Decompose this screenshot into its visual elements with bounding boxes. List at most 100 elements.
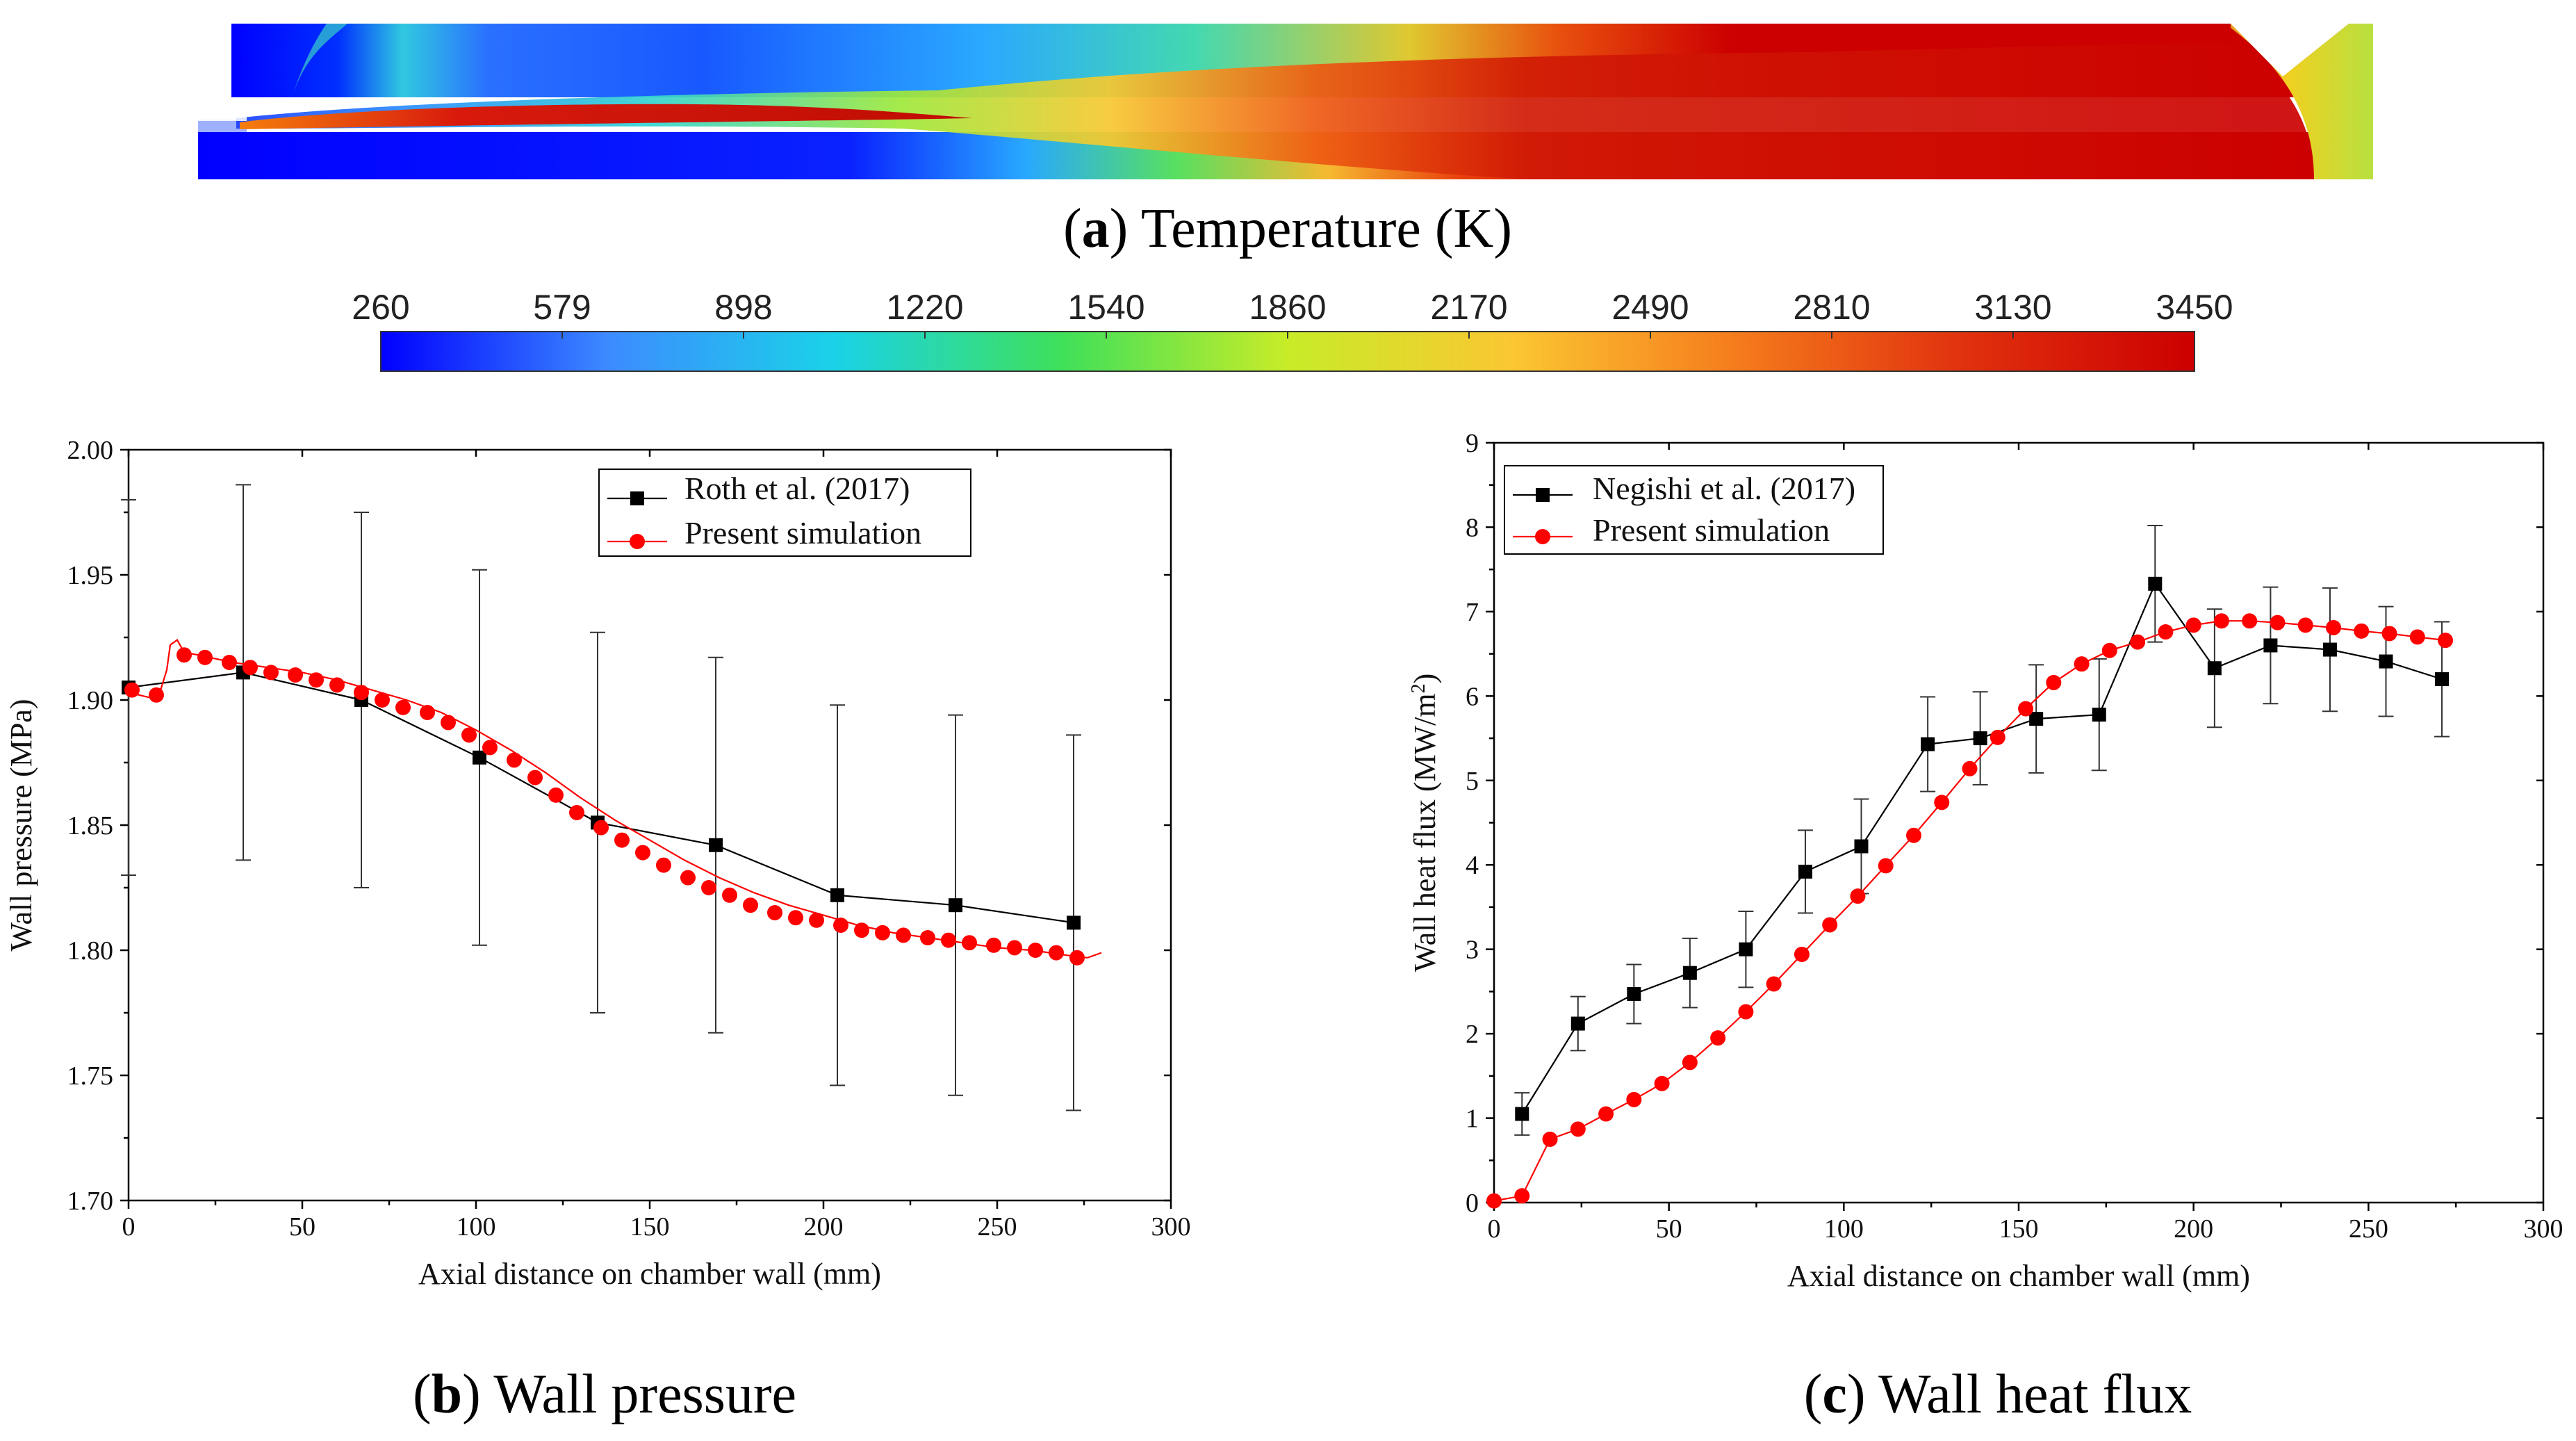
circle-marker [941,932,956,948]
series-line [1493,620,2446,1202]
circle-marker [309,672,324,688]
circle-marker [635,845,650,861]
plot-frame [127,448,1172,1202]
colorbar-tick-label: 1220 [886,288,963,327]
y-tick-label: 2 [1466,1020,1479,1049]
y-tick-label: 1.70 [67,1187,114,1216]
legend-roth: Roth et al. (2017) [684,471,910,506]
circle-marker [2046,674,2062,690]
square-marker [1739,942,1753,956]
colorbar-tick-label: 2810 [1793,288,1870,327]
series-experiment [121,484,1081,1112]
circle-marker [2018,701,2034,717]
colorbar-tick-label: 3130 [1974,288,2051,327]
square-marker [2379,654,2393,669]
x-tick-label: 150 [1999,1214,2039,1244]
square-marker [1067,915,1081,930]
circle-marker [1486,1193,1502,1209]
x-tick-label: 50 [289,1212,315,1241]
circle-marker [809,912,824,928]
circle-marker [482,740,498,756]
colorbar-tick-label: 1540 [1067,288,1145,327]
circle-marker [986,937,1001,953]
circle-marker [263,665,279,681]
square-marker [2322,642,2337,657]
wall-pressure-chart: 0 50 100 150 200 250 300 1.70 1.75 1.80 1.85 1.90 1.… [4,436,1191,1291]
series-experiment [1514,525,2450,1136]
y-tick-label: 3 [1466,936,1479,965]
circle-marker [354,685,369,701]
y-tick-label: 1.75 [67,1061,114,1091]
square-marker [2263,638,2278,653]
y-tick-label: 0 [1466,1189,1479,1218]
circle-marker [1990,729,2005,745]
circle-marker [243,660,258,676]
y-tick-label: 1.95 [67,561,114,590]
circle-marker [2270,614,2286,630]
circle-marker [1794,946,1810,962]
circle-marker [329,677,345,693]
colorbar-tick-label: 2170 [1430,288,1507,327]
circle-marker [2381,626,2397,642]
circle-marker [962,935,977,951]
circle-marker [2242,613,2258,629]
square-marker [1973,731,1987,746]
x-tick-label: 100 [1824,1214,1864,1244]
circle-marker [1626,1091,1642,1107]
circle-marker [833,918,848,933]
panel-c-caption: (c) Wall heat flux [1804,1364,2192,1425]
square-marker [1798,864,1812,879]
x-tick-label: 300 [2524,1214,2563,1244]
circle-marker [375,692,390,708]
square-marker [1515,1107,1529,1121]
circle-marker [124,682,140,698]
x-tick-label: 200 [804,1212,844,1241]
x-tick-label: 150 [630,1212,670,1241]
circle-marker [1738,1004,1754,1020]
legend-circle-marker [630,534,645,549]
y-tick-label: 4 [1466,851,1479,880]
circle-marker [896,927,911,943]
x-tick-label: 300 [1151,1212,1191,1241]
circle-marker [1069,950,1085,966]
legend-box [1504,465,1884,555]
x-tick-label: 250 [2349,1214,2388,1244]
circle-marker [1934,795,1950,811]
y-tick-label: 6 [1466,682,1479,711]
y-tick-label: 5 [1466,767,1479,796]
legend-negishi: Negishi et al. (2017) [1593,471,1855,506]
circle-marker [1598,1106,1614,1122]
square-marker [949,898,962,913]
circle-marker [1906,827,1921,843]
y-axis-title: Wall heat flux (MW/m2) [1408,674,1443,972]
circle-marker [614,832,630,848]
temperature-colorbar: 260 579 898 1220 1540 1860 2170 2490 2810 3130 345… [352,288,2233,372]
legend-square-marker [630,491,644,505]
square-marker [1921,737,1935,751]
circle-marker [1962,760,1978,776]
circle-marker [2185,617,2201,633]
square-marker [2435,672,2450,687]
circle-marker [2297,617,2313,633]
series-line [128,671,1074,924]
x-tick-label: 250 [978,1212,1017,1241]
circle-marker [722,887,737,903]
series-line [1521,582,2443,1115]
square-marker [1854,839,1869,854]
panel-a-caption: (a) Temperature (K) [1063,198,1512,259]
circle-marker [149,687,164,703]
circle-marker [548,787,564,803]
circle-marker [507,752,522,768]
x-tick-label: 0 [122,1212,136,1241]
circle-marker [1822,917,1838,933]
series-simulation [1486,613,2454,1209]
circle-marker [1028,943,1043,958]
x-tick-label: 200 [2174,1214,2213,1244]
circle-marker [1850,888,1866,904]
x-axis-title: Axial distance on chamber wall (mm) [1787,1259,2250,1293]
circle-marker [420,705,435,720]
circle-marker [788,910,803,926]
legend-present-simulation-c: Present simulation [1593,512,1830,548]
x-tick-label: 100 [457,1212,496,1241]
circle-marker [2101,642,2117,658]
